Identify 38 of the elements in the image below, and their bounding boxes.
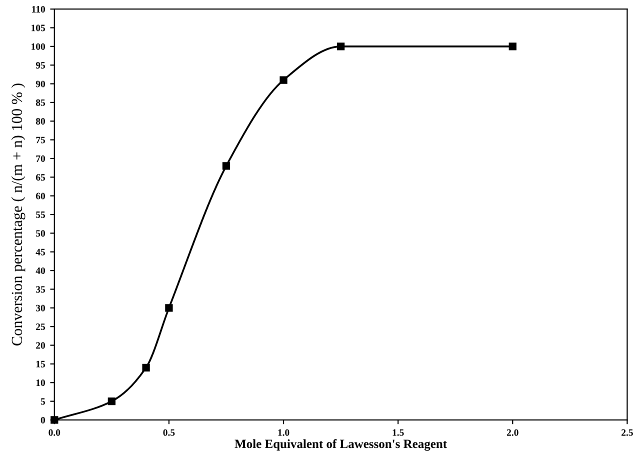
y-tick-label: 10 <box>36 380 45 386</box>
y-tick-label: 20 <box>36 342 45 349</box>
y-tick-label: 0 <box>40 416 45 424</box>
y-tick-label: 35 <box>36 286 46 293</box>
y-tick-label: 45 <box>36 248 46 256</box>
y-tick-label: 105 <box>32 24 46 32</box>
point <box>222 162 230 170</box>
y-tick-label: 100 <box>32 43 45 50</box>
x-tick-label: 0.0 <box>48 429 60 436</box>
x-tick-label: 0.5 <box>163 429 175 436</box>
y-tick-label: 110 <box>32 6 45 13</box>
x-tick-label: 1.5 <box>392 429 404 436</box>
point <box>108 397 116 406</box>
point <box>280 76 288 84</box>
y-tick-label: 85 <box>36 99 46 106</box>
y-tick-label: 55 <box>36 212 46 218</box>
x-tick-label: 2.0 <box>506 429 518 436</box>
y-tick-label: 90 <box>36 80 45 88</box>
point <box>508 42 516 50</box>
x-tick-label: 1.0 <box>278 429 290 436</box>
point <box>336 42 345 50</box>
y-tick-label: 65 <box>36 174 46 181</box>
y-tick-label: 30 <box>36 304 45 312</box>
x-tick-label: 2.5 <box>622 429 633 436</box>
y-tick-label: 75 <box>36 136 46 144</box>
y-tick-label: 5 <box>40 398 46 405</box>
y-tick-label: 70 <box>36 155 45 162</box>
x-axis-title: Mole Equivalent of Lawesson's Reagent <box>234 439 447 451</box>
y-axis-title: Conversion percentage ( n/(m + n) 100 % ) <box>11 84 26 346</box>
y-tick-label: 15 <box>36 360 46 368</box>
y-tick-label: 60 <box>36 192 45 200</box>
y-tick-label: 25 <box>36 324 46 330</box>
y-tick-label: 50 <box>36 230 45 237</box>
y-tick-label: 95 <box>36 62 46 69</box>
y-tick-label: 40 <box>36 267 45 274</box>
y-tick-label: 80 <box>36 118 45 125</box>
point <box>142 364 150 372</box>
point <box>165 304 173 312</box>
